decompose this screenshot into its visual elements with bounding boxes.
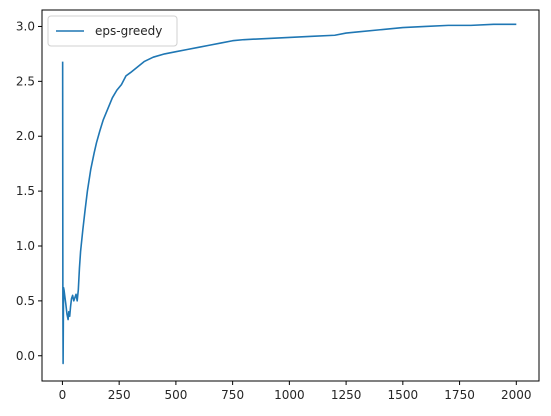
x-tick-label: 1750	[444, 388, 475, 402]
data-layer	[61, 23, 517, 365]
x-axis: 0 250 500 750 1000 1250 1500 1750 2000	[59, 381, 532, 402]
x-tick-label: 250	[108, 388, 131, 402]
legend-box	[47, 15, 178, 47]
plot-frame	[41, 9, 540, 382]
x-tick-label: 500	[164, 388, 187, 402]
y-tick-label: 3.0	[16, 19, 35, 33]
x-tick-label: 0	[59, 388, 67, 402]
x-tick-label: 2000	[501, 388, 532, 402]
x-tick-label: 750	[221, 388, 244, 402]
x-tick-label: 1250	[331, 388, 362, 402]
y-tick-label: 0.5	[16, 294, 35, 308]
series-line-eps-greedy	[61, 23, 517, 365]
y-tick-label: 2.0	[16, 129, 35, 143]
plot-area	[42, 10, 539, 381]
y-tick-label: 2.5	[16, 74, 35, 88]
y-tick-label: 0.0	[16, 349, 35, 363]
legend: eps-greedy	[47, 15, 178, 47]
y-tick-label: 1.5	[16, 184, 35, 198]
x-tick-label: 1500	[388, 388, 419, 402]
x-tick-label: 1000	[274, 388, 305, 402]
legend-label-eps-greedy: eps-greedy	[95, 24, 162, 38]
y-tick-label: 1.0	[16, 239, 35, 253]
y-axis: 0.0 0.5 1.0 1.5 2.0 2.5 3.0	[16, 19, 42, 363]
